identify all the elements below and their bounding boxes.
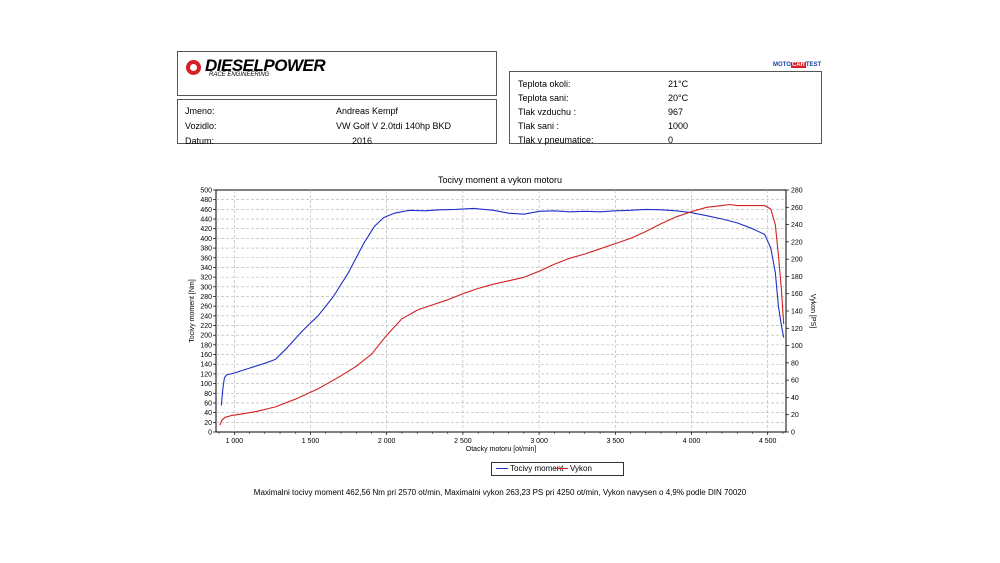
y-axis-label: Tocivy moment [Nm] bbox=[189, 279, 196, 342]
y-tick-label: 60 bbox=[204, 400, 212, 407]
y-tick-label: 0 bbox=[208, 430, 212, 437]
y2-tick-label: 240 bbox=[791, 222, 803, 229]
torque-series-line bbox=[220, 207, 785, 406]
chart-title: Tocivy moment a vykon motoru bbox=[437, 175, 563, 185]
x-axis-label: Otacky motoru [ot/min] bbox=[466, 446, 536, 453]
y2-tick-label: 20 bbox=[791, 412, 799, 419]
y2-tick-label: 180 bbox=[791, 274, 803, 281]
y-tick-label: 100 bbox=[200, 381, 212, 388]
y-tick-label: 220 bbox=[200, 323, 212, 330]
y2-tick-label: 60 bbox=[791, 378, 799, 385]
y-tick-label: 360 bbox=[200, 255, 212, 262]
vehicle-info-label-date: Datum: bbox=[185, 136, 215, 146]
y2-axis-label: Vykon [PS] bbox=[809, 294, 816, 328]
legend-swatch-power bbox=[556, 468, 568, 470]
y2-tick-label: 220 bbox=[791, 239, 803, 246]
condition-value-tire-pressure: 0 bbox=[668, 135, 674, 145]
y-tick-label: 280 bbox=[200, 294, 212, 301]
vehicle-info-label-car: Vozidlo: bbox=[185, 121, 217, 131]
brand-name: DIESELPOWER bbox=[205, 56, 326, 75]
legend-item-power: Vykon bbox=[556, 464, 592, 473]
y-tick-label: 20 bbox=[204, 420, 212, 427]
legend-label-torque: Tocivy moment bbox=[510, 464, 564, 473]
legend: Tocivy moment Vykon bbox=[491, 462, 624, 476]
y-tick-label: 440 bbox=[200, 217, 212, 224]
summary-text: Maximalni tocivy moment 462,56 Nm pri 25… bbox=[253, 488, 747, 497]
y2-tick-label: 260 bbox=[791, 205, 803, 212]
y2-tick-label: 0 bbox=[791, 430, 795, 437]
conditions-box bbox=[509, 71, 822, 144]
y-tick-label: 140 bbox=[200, 362, 212, 369]
test-logo-part2: CAR bbox=[790, 62, 806, 68]
test-logo-part3: TEST bbox=[805, 62, 822, 68]
y2-tick-label: 120 bbox=[791, 326, 803, 333]
condition-label-intake-pressure: Tlak sani : bbox=[518, 121, 560, 131]
condition-label-ambient: Teplota okoli: bbox=[518, 79, 571, 89]
y-tick-label: 420 bbox=[200, 226, 212, 233]
y-tick-label: 180 bbox=[200, 342, 212, 349]
condition-value-intake: 20°C bbox=[668, 93, 689, 103]
test-logo: MOTOCARTEST bbox=[773, 62, 821, 68]
y-tick-label: 300 bbox=[200, 284, 212, 291]
y2-tick-label: 80 bbox=[791, 360, 799, 367]
test-logo-part1: MOTO bbox=[773, 62, 791, 68]
y-tick-label: 260 bbox=[200, 304, 212, 311]
x-tick-label: 4 500 bbox=[759, 438, 777, 445]
legend-swatch-torque bbox=[496, 468, 508, 470]
vehicle-info-label-name: Jmeno: bbox=[185, 106, 215, 116]
power-series-line bbox=[219, 203, 785, 426]
vehicle-info-value-car: VW Golf V 2.0tdi 140hp BKD bbox=[336, 121, 452, 131]
y2-tick-label: 200 bbox=[791, 257, 803, 264]
turbo-logo-icon bbox=[186, 60, 201, 75]
axes: 0204060801001201401601802002202402602803… bbox=[200, 188, 802, 446]
y2-tick-label: 40 bbox=[791, 395, 799, 402]
legend-item-torque: Tocivy moment bbox=[496, 464, 563, 473]
condition-label-pressure: Tlak vzduchu : bbox=[518, 107, 577, 117]
x-tick-label: 1 500 bbox=[302, 438, 320, 445]
y-tick-label: 160 bbox=[200, 352, 212, 359]
x-tick-label: 3 500 bbox=[607, 438, 625, 445]
y2-tick-label: 160 bbox=[791, 291, 803, 298]
x-tick-label: 4 000 bbox=[683, 438, 701, 445]
vehicle-info-value-date: 2016 bbox=[352, 136, 373, 146]
x-tick-label: 2 000 bbox=[378, 438, 396, 445]
x-tick-label: 2 500 bbox=[454, 438, 472, 445]
y-tick-label: 200 bbox=[200, 333, 212, 340]
y-tick-label: 500 bbox=[200, 188, 212, 195]
brand-tagline: RACE ENGINEERING bbox=[209, 72, 270, 78]
x-tick-label: 3 000 bbox=[530, 438, 548, 445]
condition-value-ambient: 21°C bbox=[668, 79, 689, 89]
y-tick-label: 240 bbox=[200, 313, 212, 320]
vehicle-info-value-name: Andreas Kempf bbox=[336, 106, 399, 116]
y-tick-label: 380 bbox=[200, 246, 212, 253]
y-tick-label: 120 bbox=[200, 371, 212, 378]
condition-label-tire-pressure: Tlak v pneumatice: bbox=[518, 135, 594, 145]
y2-tick-label: 100 bbox=[791, 343, 803, 350]
legend-label-power: Vykon bbox=[570, 464, 592, 473]
y-tick-label: 480 bbox=[200, 197, 212, 204]
y-tick-label: 40 bbox=[204, 410, 212, 417]
condition-label-intake: Teplota sani: bbox=[518, 93, 569, 103]
y-tick-label: 340 bbox=[200, 265, 212, 272]
condition-value-pressure: 967 bbox=[668, 107, 684, 117]
y2-tick-label: 280 bbox=[791, 188, 803, 195]
series-lines bbox=[219, 203, 785, 426]
condition-value-intake-pressure: 1000 bbox=[668, 121, 689, 131]
grid-lines bbox=[216, 190, 786, 432]
x-tick-label: 1 000 bbox=[226, 438, 244, 445]
y-tick-label: 80 bbox=[204, 391, 212, 398]
y-tick-label: 400 bbox=[200, 236, 212, 243]
y2-tick-label: 140 bbox=[791, 309, 803, 316]
y-tick-label: 320 bbox=[200, 275, 212, 282]
vehicle-info-box bbox=[177, 99, 497, 144]
logo-box bbox=[177, 51, 497, 96]
y-tick-label: 460 bbox=[200, 207, 212, 214]
plot-area bbox=[215, 189, 787, 433]
